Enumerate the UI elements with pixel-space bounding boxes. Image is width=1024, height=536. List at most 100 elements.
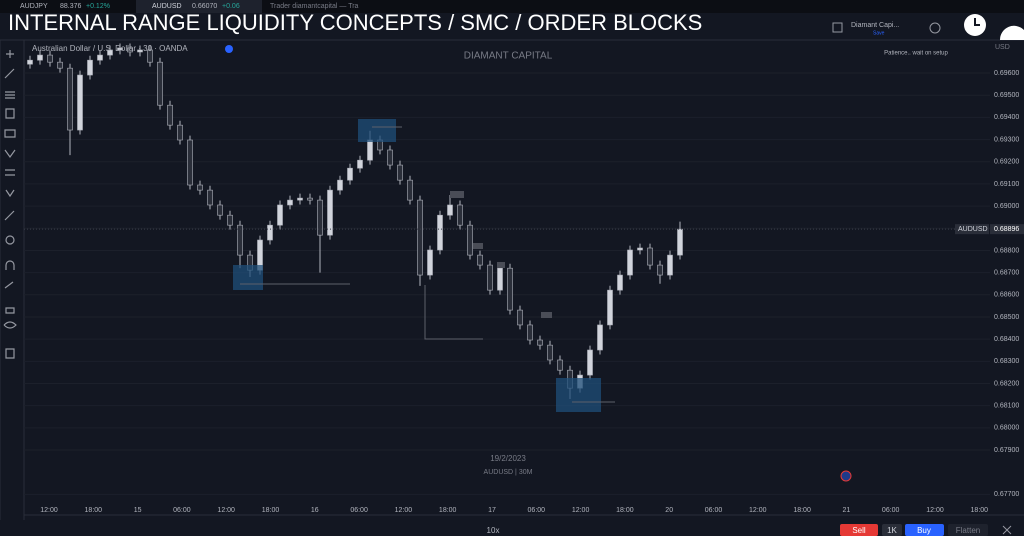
sell-button[interactable] — [840, 524, 878, 536]
y-tick-label: 0.69000 — [994, 203, 1019, 210]
x-tick-label: 06:00 — [528, 507, 546, 514]
candle-body — [467, 224, 473, 256]
tool-icons[interactable] — [3, 50, 17, 359]
y-tick-label: 0.67900 — [994, 447, 1019, 454]
candle-body — [457, 204, 463, 226]
x-tick-label: 12:00 — [40, 507, 58, 514]
y-tick-label: 0.68500 — [994, 314, 1019, 321]
active-tab[interactable] — [136, 0, 262, 13]
candle-body — [667, 254, 673, 276]
sell-label[interactable]: Sell — [852, 526, 866, 535]
y-tick-label: 0.68400 — [994, 336, 1019, 343]
checkbox[interactable] — [832, 22, 843, 33]
candle-body — [97, 54, 103, 61]
x-tick-label: 18:00 — [439, 507, 457, 514]
candle-body — [657, 264, 663, 276]
candle-body — [347, 167, 353, 181]
tab-title[interactable]: Trader diamantcapital — Tra — [270, 3, 359, 10]
y-tick-label: 0.68100 — [994, 403, 1019, 410]
markers — [450, 191, 552, 318]
flag-icon[interactable] — [840, 470, 852, 482]
candle-body — [447, 204, 453, 216]
x-tick-label: 15 — [134, 507, 142, 514]
tab-price: 88.376 — [60, 3, 82, 10]
candle-body — [337, 179, 343, 191]
qty-box[interactable] — [882, 524, 902, 536]
avatar — [999, 25, 1024, 40]
tab-symbol[interactable]: AUDJPY — [20, 3, 48, 10]
candle-body — [317, 199, 323, 236]
qty-label[interactable]: 1K — [887, 526, 897, 535]
candle-body — [107, 49, 113, 56]
candle-body — [127, 47, 133, 53]
x-tick-label: 06:00 — [705, 507, 723, 514]
symbol-tag: AUDUSD — [958, 226, 988, 233]
candle-body — [307, 197, 313, 201]
candle-body — [357, 159, 363, 169]
candle-body — [207, 189, 213, 206]
indicator-dot[interactable] — [225, 45, 233, 53]
x-tick-label: 21 — [843, 507, 851, 514]
x-tick-label: 12:00 — [395, 507, 413, 514]
x-tick-label: 06:00 — [882, 507, 900, 514]
video-title: INTERNAL RANGE LIQUIDITY CONCEPTS / SMC … — [8, 10, 702, 35]
search-icon[interactable] — [929, 22, 941, 34]
candle-body — [277, 204, 283, 226]
candle-body — [587, 349, 593, 376]
y-tick-label: 0.68600 — [994, 292, 1019, 299]
buy-label[interactable]: Buy — [917, 526, 931, 535]
candle-body — [537, 339, 543, 346]
candle-body — [367, 139, 373, 161]
candle-body — [427, 249, 433, 276]
candle-body — [607, 289, 613, 326]
close-icon[interactable] — [1002, 525, 1012, 535]
y-tick-label: 0.69100 — [994, 181, 1019, 188]
last-price-label: 0.68896 — [994, 226, 1019, 233]
replay-speed[interactable]: 10x — [487, 526, 500, 535]
flatten-button[interactable] — [948, 524, 988, 536]
layout-name[interactable]: Diamant Capi... — [851, 22, 899, 29]
candle-body — [217, 204, 223, 216]
flatten-label[interactable]: Flatten — [956, 526, 980, 535]
y-tick-label: 0.69400 — [994, 114, 1019, 121]
candle-body — [237, 224, 243, 256]
y-tick-label: 0.68200 — [994, 380, 1019, 387]
y-tick-label: 0.67700 — [994, 491, 1019, 498]
x-tick-label: 12:00 — [749, 507, 767, 514]
y-tick-label: 0.69600 — [994, 70, 1019, 77]
candle-body — [327, 189, 333, 236]
candle-body — [147, 49, 153, 63]
x-tick-label: 16 — [311, 507, 319, 514]
candle-body — [297, 197, 303, 201]
candle-body — [407, 179, 413, 201]
y-tick-label: 0.69500 — [994, 92, 1019, 99]
x-tick-label: 06:00 — [173, 507, 191, 514]
y-tick-label: 0.68700 — [994, 269, 1019, 276]
clock-hands — [974, 18, 980, 26]
tab-symbol[interactable]: AUDUSD — [152, 3, 182, 10]
candle-body — [387, 149, 393, 166]
date-label: 19/2/2023 — [490, 454, 526, 463]
watermark: DIAMANT CAPITAL — [464, 51, 553, 62]
candle-body — [117, 47, 123, 51]
price-axis — [990, 40, 1024, 515]
candle-body — [157, 61, 163, 106]
x-tick-label: 12:00 — [926, 507, 944, 514]
save-label[interactable]: Save — [873, 30, 885, 36]
last-price-tag — [955, 224, 989, 235]
y-tick-label: 0.69200 — [994, 159, 1019, 166]
candle-body — [547, 344, 553, 361]
x-tick-label: 17 — [488, 507, 496, 514]
note: Patience.. wait on setup — [884, 51, 948, 57]
y-tick-label: 0.68000 — [994, 425, 1019, 432]
candle-body — [647, 247, 653, 266]
candle-body — [627, 249, 633, 276]
candle-body — [87, 59, 93, 76]
x-tick-label: 06:00 — [350, 507, 368, 514]
candle-body — [27, 59, 33, 65]
buy-button[interactable] — [905, 524, 944, 536]
candle-body — [37, 54, 43, 61]
left-toolbar — [0, 39, 25, 536]
